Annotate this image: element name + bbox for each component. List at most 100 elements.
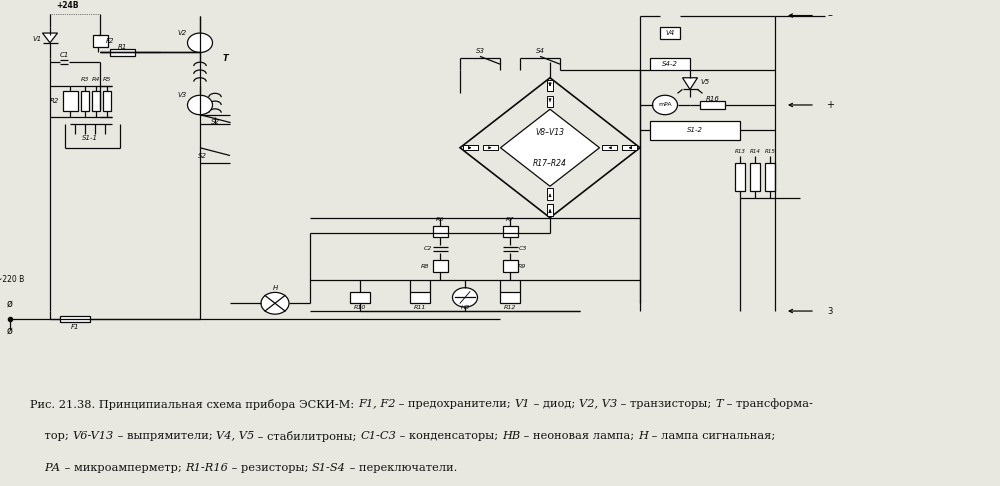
Circle shape	[652, 95, 678, 115]
Bar	[110, 49, 135, 56]
Text: НВ: НВ	[502, 431, 520, 441]
Bar	[62, 91, 78, 111]
Polygon shape	[42, 33, 58, 43]
Circle shape	[188, 95, 212, 115]
Polygon shape	[622, 145, 637, 150]
Text: R10: R10	[354, 305, 366, 310]
Text: R11: R11	[414, 305, 426, 310]
Text: S1-1: S1-1	[82, 135, 98, 141]
Text: C3: C3	[518, 246, 527, 251]
Text: mPA: mPA	[658, 103, 672, 107]
Text: V1: V1	[514, 399, 530, 409]
Text: S1-2: S1-2	[687, 127, 703, 133]
Text: R12: R12	[504, 305, 516, 310]
Text: R6: R6	[436, 217, 444, 222]
Polygon shape	[501, 109, 600, 186]
Polygon shape	[602, 145, 617, 150]
Text: V2: V2	[178, 30, 187, 36]
Text: V2, V3: V2, V3	[579, 399, 617, 409]
Polygon shape	[463, 145, 478, 150]
Text: +: +	[826, 100, 834, 110]
Text: S4: S4	[536, 48, 544, 53]
Polygon shape	[622, 145, 637, 150]
Text: – конденсаторы;: – конденсаторы;	[396, 431, 502, 441]
Bar	[660, 27, 680, 39]
Text: – предохранители;: – предохранители;	[395, 399, 514, 409]
Bar	[503, 226, 518, 237]
Bar	[503, 260, 518, 272]
Text: C2: C2	[423, 246, 432, 251]
Bar	[92, 35, 108, 47]
Bar	[92, 91, 100, 111]
Text: F2: F2	[106, 38, 114, 44]
Circle shape	[188, 33, 212, 52]
Bar	[432, 226, 448, 237]
Text: R15: R15	[765, 149, 775, 154]
Polygon shape	[547, 80, 553, 91]
Bar	[700, 101, 725, 109]
Circle shape	[452, 288, 478, 307]
Bar	[765, 163, 775, 191]
Text: – переключатели.: – переключатели.	[346, 463, 457, 473]
Text: T: T	[715, 399, 723, 409]
Text: V4: V4	[665, 30, 675, 36]
Bar	[350, 292, 370, 303]
Polygon shape	[547, 80, 553, 91]
Text: РА: РА	[44, 463, 61, 473]
Text: R1: R1	[118, 44, 127, 51]
Polygon shape	[463, 145, 478, 150]
Text: ø: ø	[7, 298, 13, 308]
Text: R1-R16: R1-R16	[185, 463, 228, 473]
Bar	[735, 163, 745, 191]
Text: R2: R2	[50, 98, 60, 104]
Text: – диод;: – диод;	[530, 399, 579, 409]
Polygon shape	[547, 204, 553, 216]
Bar	[81, 91, 89, 111]
Text: R7: R7	[506, 217, 514, 222]
Text: – трансформа-: – трансформа-	[723, 399, 812, 409]
Text: – резисторы;: – резисторы;	[228, 463, 312, 473]
Text: V4, V5: V4, V5	[216, 431, 254, 441]
Text: S4-2: S4-2	[662, 61, 678, 67]
Text: – неоновая лампа;: – неоновая лампа;	[520, 431, 638, 441]
Text: S2: S2	[198, 153, 207, 158]
Bar	[60, 316, 90, 322]
Circle shape	[261, 293, 289, 314]
Text: R5: R5	[103, 77, 111, 82]
Text: C1-C3: C1-C3	[360, 431, 396, 441]
Bar	[432, 260, 448, 272]
Polygon shape	[483, 145, 498, 150]
Text: S1-S4: S1-S4	[312, 463, 346, 473]
Polygon shape	[547, 204, 553, 216]
Text: R14: R14	[750, 149, 760, 154]
Text: R9: R9	[518, 264, 527, 269]
Text: +24В: +24В	[56, 1, 79, 10]
Bar	[750, 163, 760, 191]
Text: H: H	[272, 285, 278, 291]
Text: – лампа сигнальная;: – лампа сигнальная;	[648, 431, 775, 441]
Text: Н: Н	[638, 431, 648, 441]
Text: ~220 В: ~220 В	[0, 276, 24, 284]
Text: R3: R3	[81, 77, 89, 82]
Text: R8: R8	[421, 264, 429, 269]
Text: ø: ø	[7, 326, 13, 335]
Polygon shape	[547, 188, 553, 200]
Bar	[500, 292, 520, 303]
Text: V1: V1	[33, 36, 42, 42]
Bar	[650, 121, 740, 140]
Text: C1: C1	[59, 52, 69, 58]
Text: R13: R13	[735, 149, 745, 154]
Bar	[103, 91, 111, 111]
Polygon shape	[682, 78, 698, 89]
Text: НВ: НВ	[460, 305, 470, 310]
Text: R16: R16	[706, 96, 719, 102]
Text: –: –	[828, 11, 832, 20]
Text: тор;: тор;	[30, 431, 72, 441]
Polygon shape	[547, 96, 553, 107]
Text: S3: S3	[476, 48, 484, 53]
Text: R17–R24: R17–R24	[533, 159, 567, 168]
Text: – транзисторы;: – транзисторы;	[617, 399, 715, 409]
Text: V5: V5	[700, 79, 710, 85]
Text: T: T	[222, 54, 228, 63]
Bar	[650, 58, 690, 70]
